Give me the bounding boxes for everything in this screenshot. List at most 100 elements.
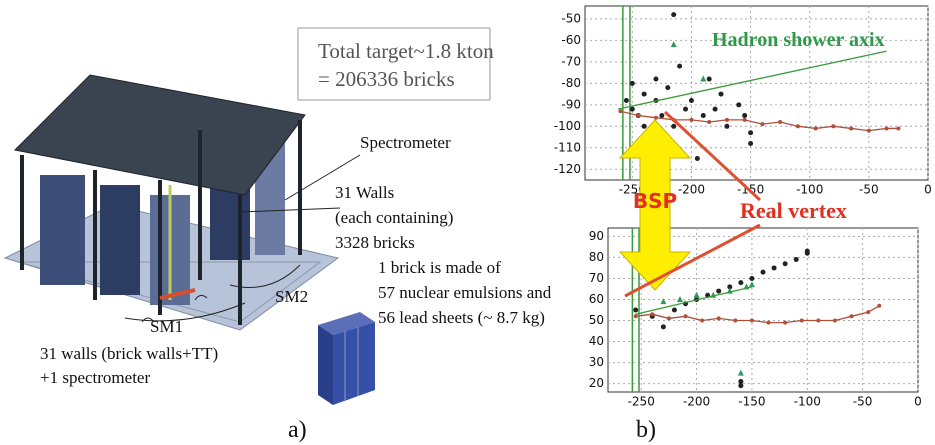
point [634,314,638,318]
point [671,124,676,129]
y-tick-label: -90 [561,97,581,111]
y-tick-label: 70 [589,271,604,285]
point [736,102,741,107]
point [653,77,658,82]
point [624,98,629,103]
point [778,120,782,124]
point [667,316,671,320]
y-tick-label: 90 [589,229,604,243]
point [748,130,753,135]
y-tick-label: 50 [589,313,604,327]
y-tick-label: -120 [554,162,581,176]
label: +1 spectrometer [40,368,150,387]
label: 56 lead sheets (~ 8.7 kg) [378,308,545,327]
point [877,304,881,308]
point [733,319,737,323]
point [896,126,900,130]
point [833,319,837,323]
label: 1 brick is made of [378,258,501,277]
point [749,276,754,281]
point [633,308,638,313]
label: SM2 [275,287,308,306]
point [713,107,718,112]
bsp-label: BSP [633,189,677,213]
point [630,81,635,86]
point [683,107,688,112]
point [800,319,804,323]
point [701,113,706,118]
point [794,257,799,262]
point [760,122,764,126]
point [814,126,818,130]
point [831,124,835,128]
figure: Total target~1.8 kton = 206336 bricks Sp… [0,0,935,445]
label: SM1 [150,317,183,336]
point [630,107,635,112]
point [761,270,766,275]
point [767,321,771,325]
point [748,141,753,146]
y-tick-label: -80 [561,76,581,90]
point [665,85,670,90]
y-tick-label: 80 [589,250,604,264]
y-tick-label: 60 [589,292,604,306]
point [783,261,788,266]
point [659,113,664,118]
point [642,92,647,97]
label: (each containing) [335,208,453,227]
hadron-label: Hadron shower axix [712,29,885,51]
label: Spectrometer [360,133,451,152]
point [738,280,743,285]
point [689,118,693,122]
point [867,129,871,133]
x-tick-label: -50 [853,395,873,409]
y-tick-label: -50 [561,11,581,25]
x-tick-label: -50 [859,183,879,197]
point [672,308,677,313]
point [796,124,800,128]
y-tick-label: -70 [561,54,581,68]
point [805,249,810,254]
x-tick-label: -250 [628,395,655,409]
point [717,316,721,320]
point [684,314,688,318]
panel-label: a) [288,417,307,443]
y-tick-label: -110 [554,140,581,154]
y-tick-label: -100 [554,119,581,133]
point [707,77,712,82]
x-tick-label: -200 [683,395,710,409]
point [885,126,889,130]
x-tick-label: -200 [678,183,705,197]
x-tick-label: 0 [924,183,932,197]
point [689,98,694,103]
point [677,64,682,69]
box-text: = 206336 bricks [318,67,455,91]
point [849,126,853,130]
point [636,114,640,118]
point [695,156,700,161]
point [783,321,787,325]
point [642,124,647,129]
y-tick-label: 30 [589,355,604,369]
vertex-label: Real vertex [740,198,847,223]
point [654,116,658,120]
label: 31 walls (brick walls+TT) [40,344,218,363]
point [743,118,747,122]
x-tick-label: -150 [738,395,765,409]
point [671,12,676,17]
point [707,120,711,124]
label: 57 nuclear emulsions and [378,283,552,302]
label: 3328 bricks [335,233,415,252]
y-tick-label: 20 [589,376,604,390]
point [650,312,654,316]
point [742,113,747,118]
label: 31 Walls [335,183,394,202]
point [750,319,754,323]
point [719,92,724,97]
point [738,383,743,388]
point [866,310,870,314]
x-tick-label: -100 [796,183,823,197]
point [618,109,622,113]
page: Total target~1.8 kton = 206336 bricks Sp… [0,0,935,445]
x-tick-label: 0 [914,395,922,409]
